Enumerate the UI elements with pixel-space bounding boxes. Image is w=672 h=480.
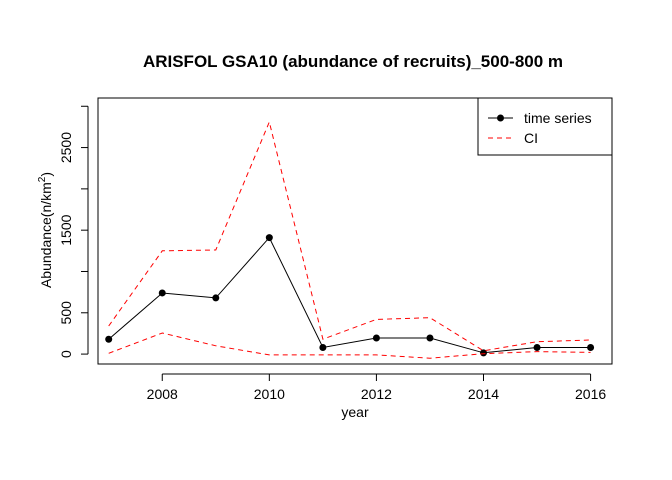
y-axis-title-main: Abundance(n/km	[38, 182, 54, 288]
series-layer	[105, 120, 595, 359]
ci-upper-line	[108, 120, 591, 352]
legend-label: time series	[524, 110, 592, 126]
y-tick-label: 2500	[58, 132, 74, 163]
time-series-point	[480, 349, 487, 357]
y-axis-title-close: )	[38, 172, 54, 177]
y-tick-label: 0	[58, 350, 74, 358]
x-tick-label: 2008	[147, 386, 178, 402]
ci-lower-line	[108, 332, 591, 359]
time-series-point	[533, 343, 541, 351]
y-tick-label: 1500	[58, 214, 74, 245]
x-axis-title: year	[341, 404, 369, 420]
legend-label: CI	[524, 130, 538, 146]
legend: time series CI	[477, 97, 613, 156]
y-tick-label: 500	[58, 301, 74, 325]
legend-box	[477, 97, 613, 156]
chart-title: ARISFOL GSA10 (abundance of recruits)_50…	[143, 52, 563, 71]
time-series-point	[212, 294, 220, 302]
time-series-point	[105, 335, 113, 343]
time-series-point	[319, 343, 327, 351]
x-tick-label: 2010	[254, 386, 285, 402]
time-series-point	[158, 289, 166, 297]
x-tick-label: 2012	[361, 386, 392, 402]
x-tick-label: 2014	[468, 386, 499, 402]
time-series-line	[108, 236, 591, 354]
y-axis: 0 500 1500 2500	[58, 105, 89, 358]
time-series-point	[426, 334, 434, 342]
time-series-point	[587, 343, 595, 351]
time-series-point	[372, 334, 380, 342]
x-axis: 2008 2010 2012 2014 2016	[147, 373, 606, 402]
legend-swatch-point	[497, 114, 504, 122]
time-series-point	[265, 234, 273, 242]
x-tick-label: 2016	[575, 386, 606, 402]
plot-frame	[97, 97, 613, 365]
y-axis-title: Abundance(n/km2)	[37, 172, 54, 288]
y-axis-title-superscript: 2	[37, 176, 48, 182]
